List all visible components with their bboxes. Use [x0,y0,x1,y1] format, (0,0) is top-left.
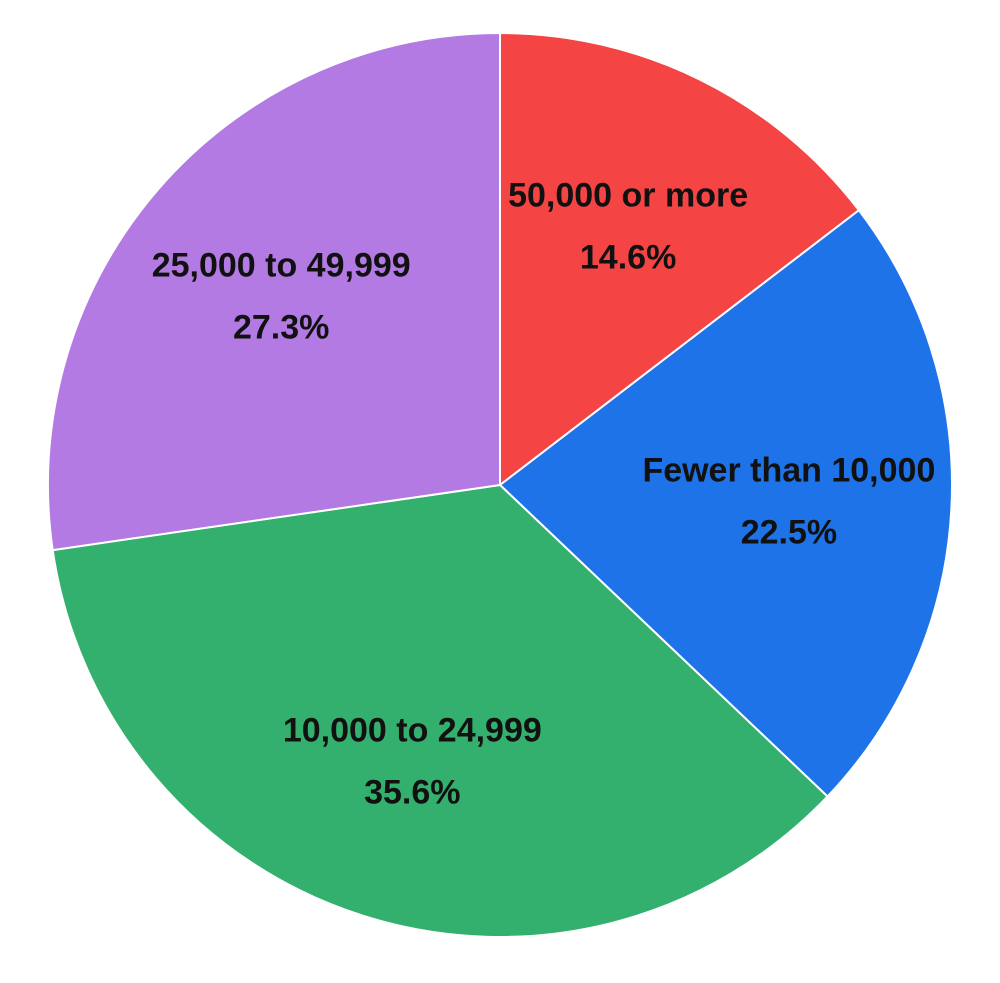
pie-slices [47,31,953,938]
pie-slice-2 [498,208,953,798]
slice-label-2: Fewer than 10,000 [642,451,935,489]
slice-label-3: 10,000 to 24,999 [283,712,542,750]
slice-value-label-3: 35.6% [364,774,460,812]
pie-slice-4 [47,31,501,552]
slice-value-label-4: 27.3% [233,309,329,347]
slice-value-label-2: 22.5% [741,513,837,551]
pie-slice-3 [51,483,829,938]
slice-label-1: 50,000 or more [508,177,748,215]
slice-label-4: 25,000 to 49,999 [152,247,411,285]
slice-value-label-1: 14.6% [580,239,676,277]
pie-slice-1 [499,31,861,488]
pie-labels: 50,000 or more 14.6% Fewer than 10,000 22.5… [152,177,936,812]
